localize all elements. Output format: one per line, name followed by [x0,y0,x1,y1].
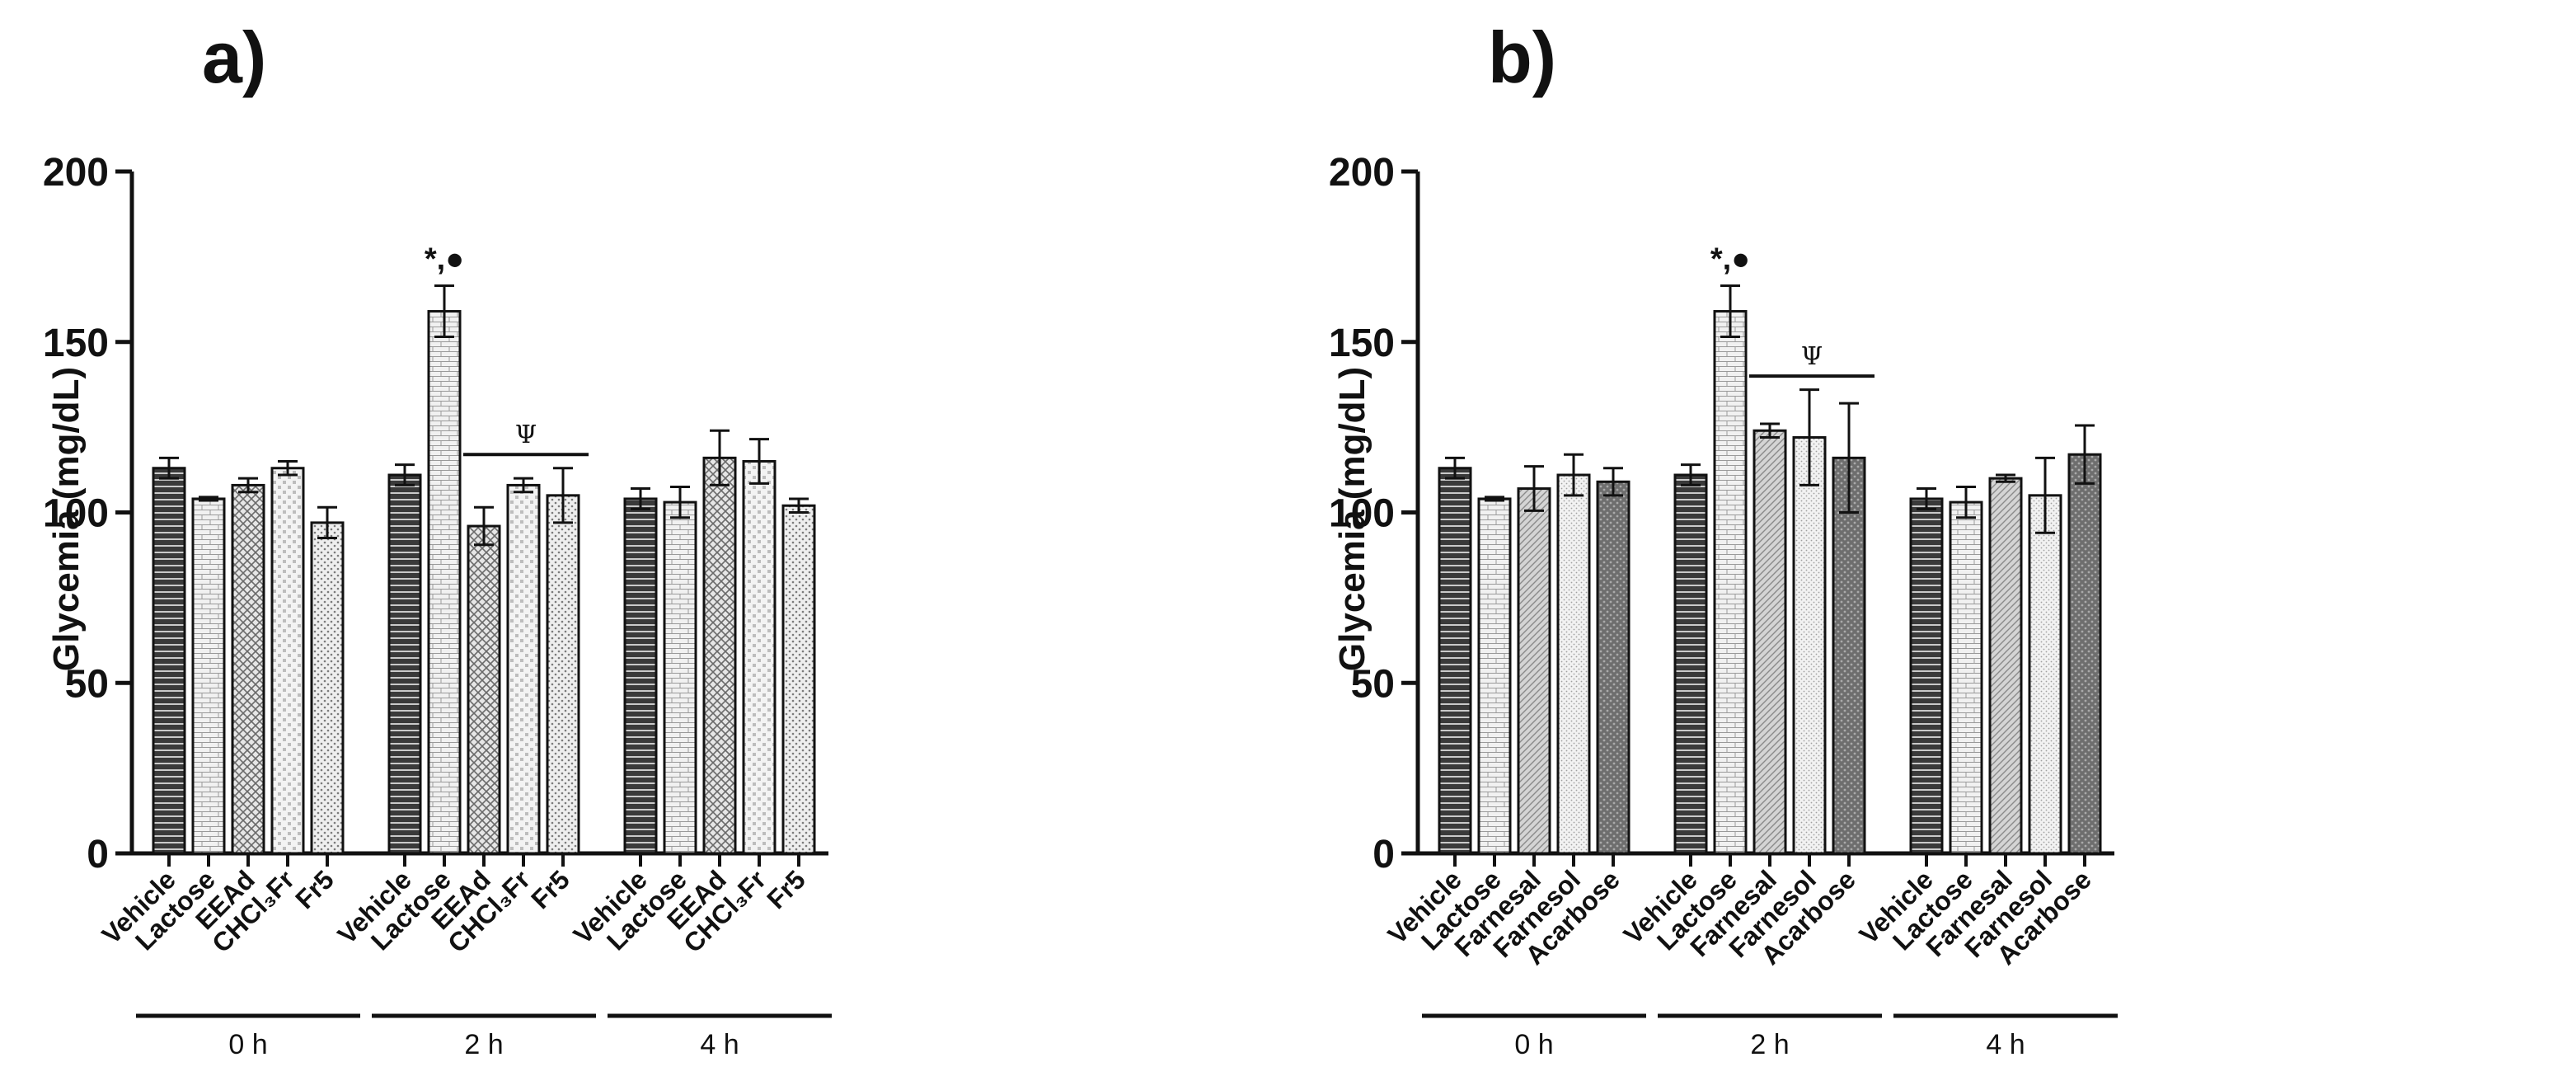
bar-2-h-eead [467,524,501,855]
bar-2-h-farnesal [1753,429,1787,855]
bar-2-h-chcl-fr [506,483,541,855]
y-tick-label: 0 [1372,833,1395,876]
group-label-2-h: 2 h [464,1029,503,1060]
y-tick-label: 50 [1351,662,1395,706]
group-label-2-h: 2 h [1750,1029,1789,1060]
group-label-4-h: 4 h [700,1029,739,1060]
bar-0-h-fr5 [310,521,345,855]
y-tick-label: 0 [87,833,109,876]
y-tick-label: 50 [65,662,109,706]
bar-2-h-lactose [427,310,462,855]
panel-label: a) [202,16,266,98]
bar-2-h-fr5 [546,494,580,855]
bar-2-h-vehicle [387,473,422,855]
y-tick-label: 200 [1329,151,1395,195]
bar-0-h-acarbose [1596,480,1631,855]
y-tick-label: 100 [43,492,109,536]
x-tick-label: Fr5 [525,864,575,914]
y-tick-label: 200 [43,151,109,195]
bar-0-h-chcl-fr [270,467,305,855]
y-axis-label: Glycemia (mg/dL) [46,367,87,671]
bar-4-h-fr5 [781,504,816,855]
chart-panel-b: b) 0 50 100 150 200 Glycemia (mg/dL) Vehicle Lac… [1286,0,2572,1076]
significance-annotation: *,● [425,242,464,277]
bar-4-h-farnesal [1988,477,2023,855]
bar-2-h-farnesol [1792,436,1827,855]
bar-2-h-acarbose [1832,456,1866,855]
bar-4-h-lactose [1949,500,1983,855]
bar-0-h-eead [231,483,265,855]
bar-4-h-chcl-fr [742,459,777,855]
bar-0-h-vehicle [152,467,186,855]
y-tick-label: 150 [1329,322,1395,365]
bar-4-h-farnesol [2028,494,2062,855]
bar-4-h-vehicle [623,497,658,855]
x-tick-label: Fr5 [289,864,340,914]
y-axis-label: Glycemia (mg/dL) [1332,367,1372,671]
bar-4-h-lactose [663,500,697,855]
group-label-0-h: 0 h [228,1029,267,1060]
bar-4-h-vehicle [1909,497,1944,855]
bar-0-h-farnesol [1556,473,1591,855]
y-tick-label: 150 [43,322,109,365]
bar-0-h-lactose [191,497,226,855]
bar-2-h-lactose [1713,310,1748,855]
y-tick-label: 100 [1329,492,1395,536]
panel-label: b) [1488,16,1556,98]
group-label-0-h: 0 h [1514,1029,1553,1060]
group-label-4-h: 4 h [1986,1029,2025,1060]
chart-panel-a: a) 0 50 100 150 200 Glycemia (mg/dL) Vehicle Lac… [0,0,1286,1076]
bar-4-h-eead [702,456,737,855]
significance-annotation: *,● [1710,242,1750,277]
bar-0-h-farnesal [1517,487,1551,855]
bar-0-h-lactose [1477,497,1512,855]
bar-2-h-vehicle [1673,473,1708,855]
bar-4-h-acarbose [2067,453,2102,855]
x-tick-label: Fr5 [761,864,811,914]
bar-0-h-vehicle [1438,467,1472,855]
significance-bracket-label: Ψ [1801,342,1823,371]
significance-bracket-label: Ψ [515,421,537,449]
